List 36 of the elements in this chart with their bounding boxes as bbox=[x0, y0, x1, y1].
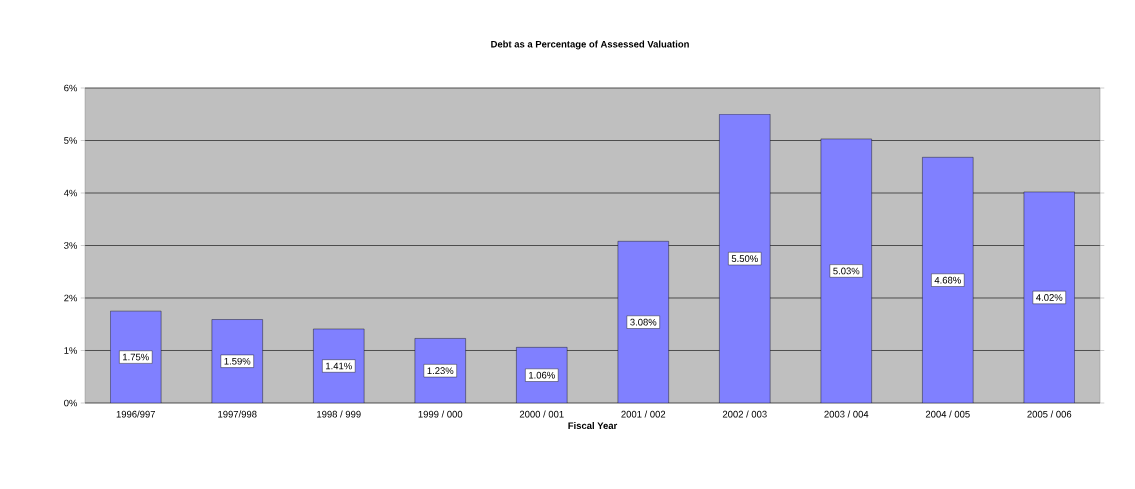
y-tick-label: 4% bbox=[63, 189, 78, 197]
x-tick-label: 1999 / 000 bbox=[418, 410, 463, 418]
data-label: 1.23% bbox=[427, 367, 454, 375]
y-tick-label: 5% bbox=[64, 137, 78, 144]
bar bbox=[719, 114, 771, 403]
y-tick-label: 6% bbox=[64, 84, 78, 92]
bar bbox=[1023, 191, 1075, 403]
data-label: 4.68% bbox=[934, 276, 961, 284]
x-tick-label: 2003 / 004 bbox=[824, 410, 869, 418]
x-tick-label: 1997/998 bbox=[218, 410, 257, 418]
data-label: 5.03% bbox=[833, 267, 860, 275]
data-label: 5.50% bbox=[731, 255, 758, 262]
x-axis-title: Fiscal Year bbox=[568, 422, 618, 430]
x-tick-label: 1998 / 999 bbox=[317, 410, 361, 418]
x-tick-label: 2002 / 003 bbox=[722, 410, 767, 418]
chart-title: Debt as a Percentage of Assessed Valuation bbox=[491, 40, 689, 50]
bar bbox=[110, 310, 162, 403]
x-tick-label: 2005 / 006 bbox=[1027, 410, 1072, 418]
x-tick-label: 2001 / 002 bbox=[621, 410, 666, 418]
bar bbox=[617, 241, 669, 403]
data-label: 4.02% bbox=[1036, 294, 1063, 301]
x-tick-label: 2004 / 005 bbox=[925, 410, 970, 418]
data-label: 1.06% bbox=[529, 371, 555, 379]
x-tick-label: 1996/997 bbox=[116, 410, 156, 418]
data-label: 1.41% bbox=[326, 362, 352, 370]
data-label: 1.59% bbox=[224, 357, 251, 365]
bar bbox=[922, 157, 974, 403]
bar bbox=[820, 138, 872, 403]
data-label: 3.08% bbox=[630, 318, 657, 326]
bar bbox=[211, 319, 263, 403]
y-tick-label: 3% bbox=[64, 242, 78, 249]
y-tick-label: 1% bbox=[64, 347, 78, 354]
y-tick-label: 2% bbox=[64, 294, 78, 302]
data-label: 1.75% bbox=[123, 353, 149, 361]
y-tick-label: 0% bbox=[64, 399, 78, 407]
x-tick-label: 2000 / 001 bbox=[519, 410, 564, 418]
